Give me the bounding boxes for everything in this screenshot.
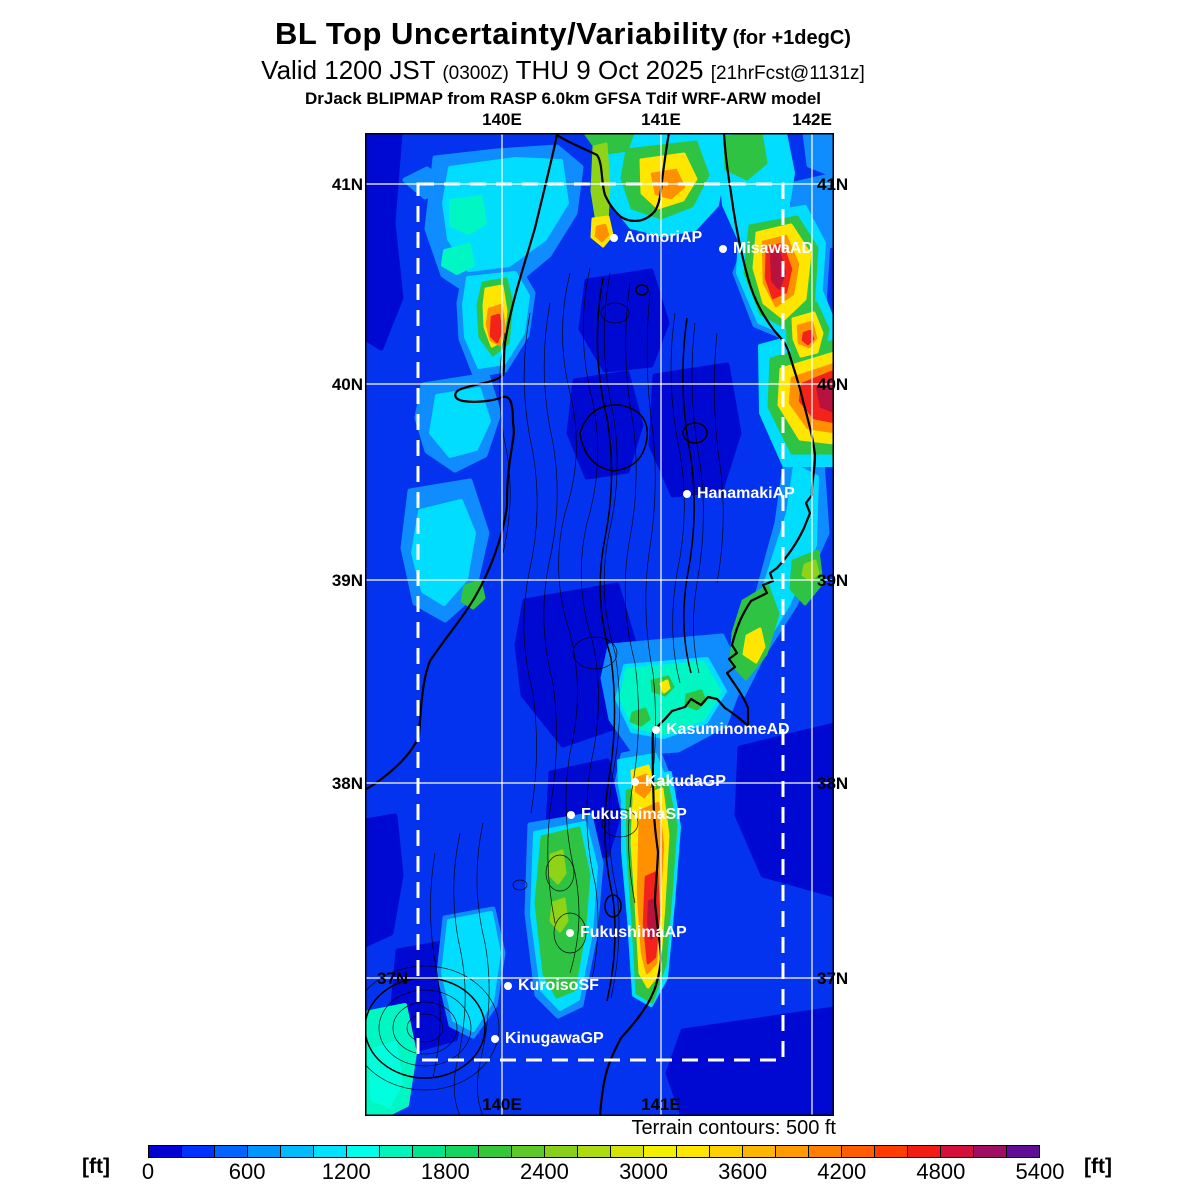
lon-label-top-142e: 142E	[792, 110, 832, 129]
lat-label-right-38n: 38N	[817, 774, 849, 793]
colorbar-cell	[479, 1146, 512, 1157]
colorbar-cell	[710, 1146, 743, 1157]
colorbar-cell	[446, 1146, 479, 1157]
station-marker	[631, 778, 639, 786]
valid-fcst: [21hrFcst@1131z]	[710, 63, 865, 84]
station-kakudagp: KakudaGP	[631, 773, 726, 791]
station-label: KakudaGP	[645, 773, 726, 790]
station-marker	[719, 245, 727, 253]
colorbar-cell	[842, 1146, 875, 1157]
colorbar-cell	[1007, 1146, 1039, 1157]
station-label: FukushimaAP	[580, 924, 687, 941]
colorbar-tick: 4800	[916, 1159, 966, 1184]
colorbar-tick: 4200	[817, 1159, 867, 1184]
lat-label-left-41n: 41N	[331, 175, 363, 194]
colorbar-tick: 600	[228, 1159, 266, 1184]
colorbar-tick: 5400	[1015, 1159, 1065, 1184]
colorbar-cell	[314, 1146, 347, 1157]
colorbar-ticks: 0 600 1200 1800 2400 3000 3600 4200 4800 5400	[142, 1159, 1065, 1187]
station-hanamakiap: HanamakiAP	[683, 485, 795, 503]
colorbar-cell	[182, 1146, 215, 1157]
header: BL Top Uncertainty/Variability (for +1de…	[0, 16, 1126, 109]
colorbar-tick: 3000	[619, 1159, 669, 1184]
station-label: HanamakiAP	[697, 485, 795, 502]
colorbar-cell	[149, 1146, 182, 1157]
colorbar-cell	[545, 1146, 578, 1157]
colorbar-unit-right: [ft]	[1084, 1155, 1112, 1178]
station-label: KuroisoSF	[518, 977, 599, 994]
colorbar-cell	[281, 1146, 314, 1157]
colorbar-tick: 0	[141, 1159, 155, 1184]
station-marker	[567, 811, 575, 819]
colorbar-cell	[248, 1146, 281, 1157]
valid-zulu: (0300Z)	[442, 63, 509, 84]
title-note: (for +1degC)	[732, 27, 851, 49]
lat-label-left-40n: 40N	[331, 375, 363, 394]
station-marker	[652, 726, 660, 734]
lon-label-top-140e: 140E	[482, 110, 522, 129]
terrain-contours-note: Terrain contours: 500 ft	[631, 1117, 836, 1139]
station-fukushimaap: FukushimaAP	[566, 924, 687, 942]
lon-label-top-141e: 141E	[641, 110, 681, 129]
station-marker	[610, 234, 618, 242]
lon-label-bottom-140e: 140E	[482, 1095, 522, 1114]
colorbar-tick: 3600	[718, 1159, 768, 1184]
colorbar-cell	[380, 1146, 413, 1157]
station-marker	[491, 1035, 499, 1043]
valid-date: THU 9 Oct 2025	[515, 55, 704, 85]
lon-label-bottom-141e: 141E	[641, 1095, 681, 1114]
station-label: KinugawaGP	[505, 1030, 604, 1047]
colorbar-cell	[941, 1146, 974, 1157]
valid-line: Valid 1200 JST (0300Z) THU 9 Oct 2025 [2…	[0, 55, 1126, 86]
station-misawaad: MisawaAD	[719, 240, 813, 258]
station-label: AomoriAP	[624, 229, 703, 246]
colorbar-cell	[347, 1146, 380, 1157]
colorbar-cell	[776, 1146, 809, 1157]
page-title: BL Top Uncertainty/Variability (for +1de…	[0, 16, 1126, 52]
colorbar-tick: 1800	[420, 1159, 470, 1184]
station-marker	[683, 490, 691, 498]
colorbar-cells	[148, 1145, 1040, 1158]
map-canvas	[365, 133, 834, 1116]
station-kinugawagp: KinugawaGP	[491, 1030, 604, 1048]
lat-label-right-37n: 37N	[817, 969, 849, 988]
colorbar-cell	[677, 1146, 710, 1157]
colorbar-cell	[644, 1146, 677, 1157]
station-label: FukushimaSP	[581, 806, 687, 823]
colorbar-cell	[578, 1146, 611, 1157]
lat-label-right-41n: 41N	[817, 175, 849, 194]
lat-label-left-39n: 39N	[331, 571, 363, 590]
colorbar-cell	[512, 1146, 545, 1157]
colorbar-cell	[809, 1146, 842, 1157]
station-kasuminomead: KasuminomeAD	[652, 721, 790, 739]
station-label: KasuminomeAD	[666, 721, 790, 738]
lat-label-left-37n: 37N	[377, 969, 409, 988]
colorbar-cell	[215, 1146, 248, 1157]
title-main: BL Top Uncertainty/Variability	[275, 16, 729, 51]
colorbar-unit-left: [ft]	[82, 1155, 110, 1178]
colorbar-cell	[908, 1146, 941, 1157]
colorbar-cell	[743, 1146, 776, 1157]
colorbar-cell	[611, 1146, 644, 1157]
colorbar-cell	[413, 1146, 446, 1157]
station-label: MisawaAD	[733, 240, 814, 257]
weather-map: AomoriAP MisawaAD HanamakiAP KasuminomeA…	[365, 133, 834, 1116]
colorbar-cell	[974, 1146, 1007, 1157]
valid-time: Valid 1200 JST	[261, 55, 436, 85]
lat-label-right-40n: 40N	[817, 375, 849, 394]
station-fukushimasp: FukushimaSP	[567, 806, 687, 824]
colorbar-tick: 1200	[321, 1159, 371, 1184]
colorbar-cell	[875, 1146, 908, 1157]
station-aomoriap: AomoriAP	[610, 229, 702, 247]
lat-label-left-38n: 38N	[331, 774, 363, 793]
model-line: DrJack BLIPMAP from RASP 6.0km GFSA Tdif…	[304, 89, 822, 108]
station-kuroisosf: KuroisoSF	[504, 977, 599, 995]
lat-label-right-39n: 39N	[817, 571, 849, 590]
station-marker	[504, 982, 512, 990]
station-marker	[566, 929, 574, 937]
colorbar-tick: 2400	[519, 1159, 569, 1184]
